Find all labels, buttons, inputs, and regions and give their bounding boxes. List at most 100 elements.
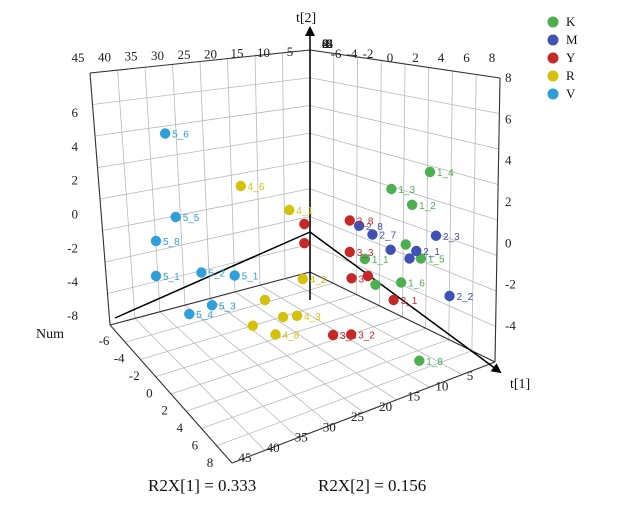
data-point-Y — [388, 294, 399, 306]
x-front-tick-label: 5 — [467, 368, 474, 383]
grid-line — [234, 291, 397, 401]
data-point-R — [259, 294, 271, 306]
grid-line — [309, 160, 498, 221]
y-back-tick-label: 45 — [72, 50, 85, 65]
data-point-V — [229, 270, 240, 281]
y-back-tick-label: 10 — [257, 45, 270, 60]
y-axis-label: t[2] — [296, 11, 316, 26]
z-left-tick-label: -2 — [67, 240, 78, 255]
y-back-tick-label: 5 — [287, 44, 294, 59]
grid-line — [284, 278, 463, 375]
point-label: 3 — [359, 274, 365, 285]
box-edge — [309, 271, 496, 363]
z-left-tick-label: 6 — [72, 105, 79, 120]
y-top-tick: 8 — [322, 36, 329, 51]
grid-line — [186, 327, 426, 412]
point-label: 3_8 — [357, 217, 374, 228]
data-point-V — [170, 211, 181, 223]
point-label: 3_3 — [357, 248, 374, 259]
data-point-Y — [362, 270, 374, 282]
point-label: 5_6 — [172, 130, 189, 141]
legend-label-R: R — [566, 68, 575, 83]
data-point-V — [150, 235, 162, 247]
grid-line — [170, 316, 403, 395]
point-label: 1_4 — [437, 168, 454, 179]
y-axis-tick-label: -2 — [363, 46, 374, 61]
grid-line — [309, 188, 498, 256]
z-left-tick-label: 2 — [72, 173, 79, 188]
point-label: 4_2 — [310, 275, 327, 286]
data-point-R — [284, 204, 295, 216]
legend-marker-R — [547, 70, 559, 82]
point-label: 2_2 — [457, 292, 474, 303]
legend-marker-M — [547, 34, 559, 46]
z-left-tick-label: 4 — [72, 139, 79, 154]
y-top-tick: 0 — [322, 36, 329, 51]
box-edge — [309, 49, 501, 79]
grid-line — [282, 52, 286, 279]
z-right-tick-label: -2 — [505, 277, 516, 292]
point-label: 1_6 — [408, 279, 425, 290]
z-right-tick-label: 2 — [505, 194, 512, 209]
z-right-tick-label: 6 — [505, 111, 512, 126]
z-left-tick-label: -4 — [67, 274, 78, 289]
legend-label-K: K — [566, 14, 576, 29]
x-front-tick-label: 45 — [239, 450, 252, 465]
point-label: 2_3 — [443, 232, 460, 243]
data-point-K — [400, 239, 411, 250]
data-point-K — [370, 279, 381, 290]
y-top-tick: 6 — [322, 36, 329, 51]
x-front-tick-label: 35 — [295, 430, 308, 445]
data-point-V — [159, 128, 171, 139]
y-back-tick-label: 40 — [98, 49, 111, 64]
z-axis-line — [114, 231, 311, 319]
point-label: 4_1 — [296, 206, 313, 217]
y-top-tick: -2 — [322, 36, 333, 51]
data-point-Y — [344, 215, 355, 226]
grid-line — [254, 55, 261, 286]
point-label: 5_4 — [196, 310, 213, 321]
box-edge — [89, 49, 311, 74]
data-point-M — [411, 245, 422, 257]
y-back-tick-label: 15 — [231, 46, 244, 61]
point-label: 5_3 — [219, 301, 236, 312]
data-point-K — [386, 183, 397, 195]
point-label: 4_3 — [304, 312, 321, 323]
point-label: 1_5 — [428, 255, 445, 266]
grid-line — [425, 67, 430, 329]
z-left-tick-label: 0 — [72, 207, 79, 222]
box-edge — [494, 77, 501, 363]
point-label: 1_1 — [372, 255, 389, 266]
point-label: 3_1 — [401, 296, 418, 307]
point-label: 2_8 — [366, 222, 383, 233]
grid-line — [104, 216, 311, 263]
data-point-V — [196, 267, 207, 278]
z-right-tick-label: 0 — [505, 235, 512, 250]
point-label: 3_2 — [358, 331, 375, 342]
grid-line — [107, 243, 311, 294]
point-label: 5_1 — [163, 272, 180, 283]
grid-line — [227, 58, 236, 292]
data-point-Y — [344, 246, 355, 258]
data-point-R — [270, 329, 281, 340]
point-label: 2_7 — [379, 231, 396, 242]
data-point-R — [235, 180, 247, 192]
z-front-tick-label: 2 — [161, 403, 168, 418]
legend-marker-K — [547, 16, 559, 28]
point-label: 5_5 — [183, 213, 200, 224]
data-point-K — [424, 166, 436, 178]
data-point-M — [353, 220, 365, 231]
y-top-tick: -6 — [322, 36, 333, 51]
data-point-Y — [299, 238, 310, 249]
data-point-R — [247, 320, 259, 331]
grid-line — [99, 160, 311, 200]
y-back-tick-label: 35 — [125, 49, 138, 64]
data-point-Y — [299, 218, 310, 230]
y-axis-tick-label: -4 — [347, 46, 358, 61]
data-point-Y — [345, 329, 357, 340]
data-point-R — [277, 311, 289, 323]
data-point-K — [414, 355, 425, 366]
data-point-M — [430, 230, 442, 241]
r2x1-footer: R2X[1] = 0.333 — [148, 476, 257, 495]
